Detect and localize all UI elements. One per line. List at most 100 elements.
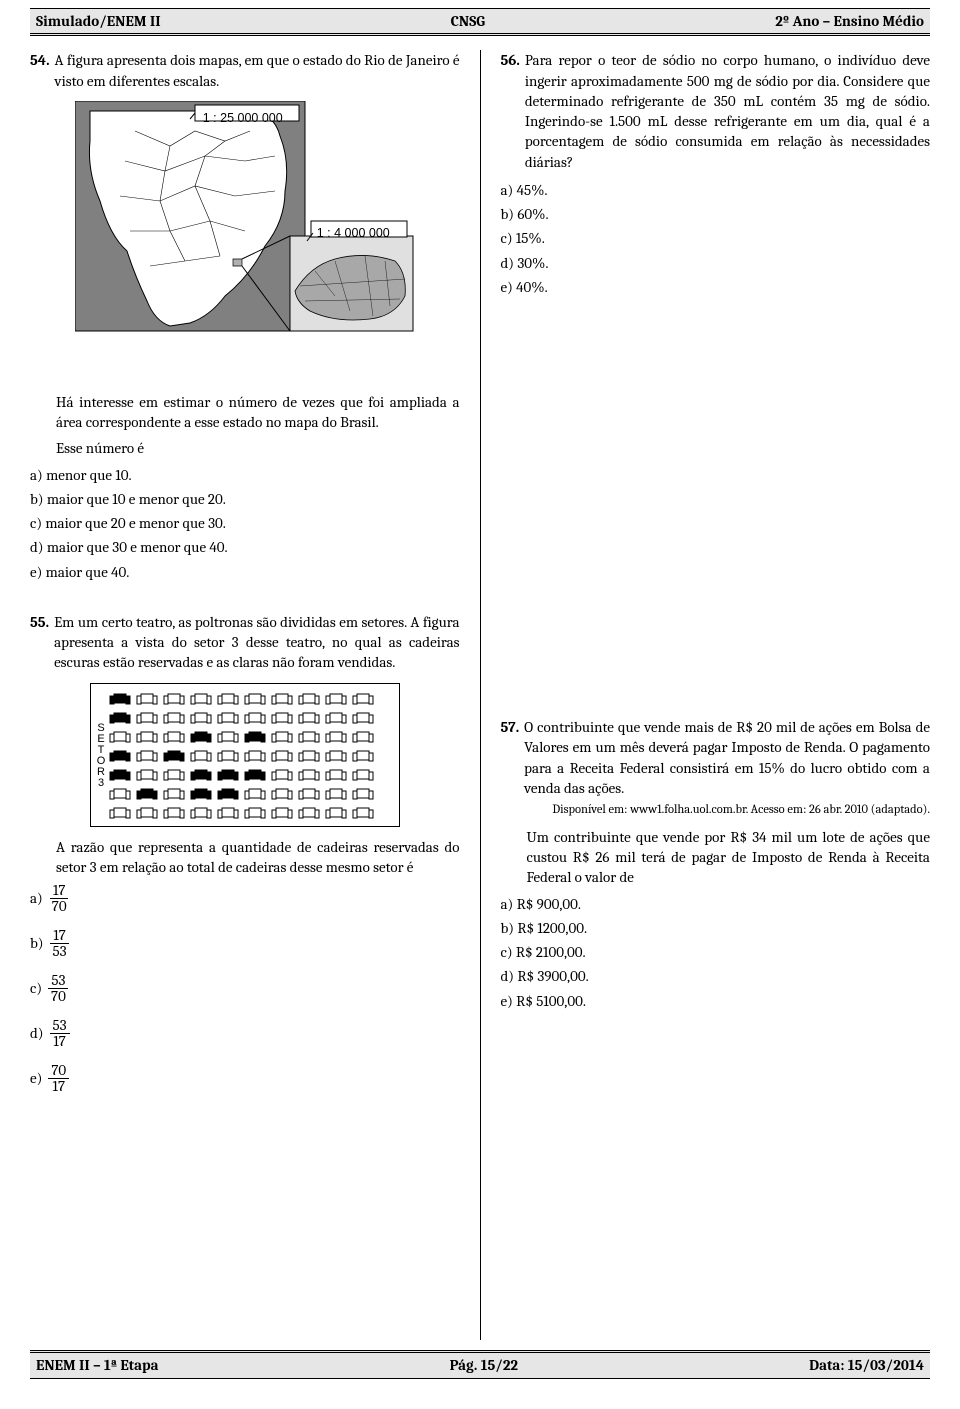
seat-empty-icon [352, 711, 374, 725]
seat-empty-icon [190, 806, 212, 820]
seat-reserved-icon [163, 749, 185, 763]
footer-bar: ENEM II – 1ª Etapa Pág. 15/22 Data: 15/0… [30, 1350, 930, 1378]
seat-empty-icon [163, 768, 185, 782]
q54-opt-b: b) maior que 10 e menor que 20. [30, 489, 460, 509]
seat-empty-icon [271, 806, 293, 820]
q57-opt-e: e) R$ 5100,00. [501, 991, 931, 1011]
seat-reserved-icon [136, 787, 158, 801]
seat-empty-icon [298, 711, 320, 725]
seat-row [109, 730, 390, 744]
seat-empty-icon [352, 787, 374, 801]
q54-body2: Esse número é [56, 438, 460, 458]
q57-text: O contribuinte que vende mais de R$ 20 m… [524, 717, 930, 798]
seat-reserved-icon [190, 787, 212, 801]
seat-reserved-icon [217, 768, 239, 782]
seat-empty-icon [136, 692, 158, 706]
seat-empty-icon [136, 749, 158, 763]
left-column: 54. A figura apresenta dois mapas, em qu… [30, 50, 460, 1340]
seat-empty-icon [217, 806, 239, 820]
seat-empty-icon [163, 730, 185, 744]
q55-opt-d: d) 5317 [30, 1018, 460, 1049]
seat-empty-icon [190, 692, 212, 706]
q56-opt-a: a) 45%. [501, 180, 931, 200]
seat-empty-icon [244, 806, 266, 820]
seat-reserved-icon [109, 711, 131, 725]
q56-opt-c: c) 15%. [501, 228, 931, 248]
q54-opt-a: a) menor que 10. [30, 465, 460, 485]
seat-row [109, 768, 390, 782]
q54-text: A figura apresenta dois mapas, em que o … [55, 50, 460, 91]
question-54: 54. A figura apresenta dois mapas, em qu… [30, 50, 460, 582]
seat-empty-icon [352, 768, 374, 782]
q57-body: Um contribuinte que vende por R$ 34 mil … [527, 827, 931, 888]
q54-opt-e: e) maior que 40. [30, 562, 460, 582]
seat-empty-icon [352, 730, 374, 744]
seat-empty-icon [271, 711, 293, 725]
q54-scale1-label: 1 : 25 000 000 [203, 110, 293, 127]
seat-row [109, 711, 390, 725]
seat-empty-icon [271, 730, 293, 744]
footer-right: Data: 15/03/2014 [809, 1355, 924, 1375]
q57-opt-a: a) R$ 900,00. [501, 894, 931, 914]
q55-body: A razão que representa a quantidade de c… [56, 837, 460, 878]
question-55: 55. Em um certo teatro, as poltronas são… [30, 612, 460, 1094]
seat-empty-icon [136, 730, 158, 744]
seat-empty-icon [190, 749, 212, 763]
seat-empty-icon [271, 749, 293, 763]
seat-empty-icon [163, 711, 185, 725]
seat-empty-icon [136, 768, 158, 782]
seat-reserved-icon [244, 768, 266, 782]
seat-empty-icon [244, 749, 266, 763]
seat-empty-icon [217, 730, 239, 744]
seat-empty-icon [217, 711, 239, 725]
q57-number: 57. [501, 717, 520, 798]
seat-empty-icon [217, 692, 239, 706]
seat-empty-icon [163, 806, 185, 820]
q55-seats-grid [109, 692, 390, 820]
header-left: Simulado/ENEM II [36, 11, 161, 31]
header-bar: Simulado/ENEM II CNSG 2º Ano – Ensino Mé… [30, 8, 930, 36]
seat-empty-icon [325, 711, 347, 725]
seat-empty-icon [271, 768, 293, 782]
q54-body1: Há interesse em estimar o número de veze… [56, 392, 460, 433]
q57-opt-b: b) R$ 1200,00. [501, 918, 931, 938]
footer-left: ENEM II – 1ª Etapa [36, 1355, 158, 1375]
q57-opt-c: c) R$ 2100,00. [501, 942, 931, 962]
seat-reserved-icon [244, 730, 266, 744]
seat-empty-icon [190, 711, 212, 725]
q57-options: a) R$ 900,00. b) R$ 1200,00. c) R$ 2100,… [501, 894, 931, 1011]
seat-empty-icon [325, 787, 347, 801]
seat-row [109, 806, 390, 820]
seat-empty-icon [244, 787, 266, 801]
seat-empty-icon [109, 787, 131, 801]
q55-sector-label: S E T O R 3 [95, 723, 110, 789]
question-56: 56. Para repor o teor de sódio no corpo … [501, 50, 931, 297]
seat-empty-icon [244, 692, 266, 706]
column-separator [480, 50, 481, 1340]
seat-empty-icon [325, 749, 347, 763]
seat-empty-icon [352, 692, 374, 706]
seat-reserved-icon [217, 787, 239, 801]
q55-text: Em um certo teatro, as poltronas são div… [54, 612, 459, 673]
seat-reserved-icon [190, 768, 212, 782]
seat-row [109, 749, 390, 763]
seat-empty-icon [163, 692, 185, 706]
q55-theater-figure: S E T O R 3 [90, 683, 400, 827]
seat-empty-icon [298, 692, 320, 706]
seat-reserved-icon [109, 768, 131, 782]
seat-empty-icon [298, 806, 320, 820]
seat-empty-icon [298, 768, 320, 782]
seat-empty-icon [136, 806, 158, 820]
seat-empty-icon [352, 806, 374, 820]
seat-empty-icon [298, 787, 320, 801]
q56-opt-e: e) 40%. [501, 277, 931, 297]
seat-row [109, 787, 390, 801]
q57-opt-d: d) R$ 3900,00. [501, 966, 931, 986]
seat-empty-icon [163, 787, 185, 801]
seat-empty-icon [271, 692, 293, 706]
q54-options: a) menor que 10. b) maior que 10 e menor… [30, 465, 460, 582]
q54-number: 54. [30, 50, 50, 91]
q54-map-figure: 1 : 25 000 000 1 : 4 000 000 [75, 101, 415, 400]
q57-source: Disponível em: www1.folha.uol.com.br. Ac… [501, 802, 931, 819]
footer-center: Pág. 15/22 [450, 1355, 518, 1375]
